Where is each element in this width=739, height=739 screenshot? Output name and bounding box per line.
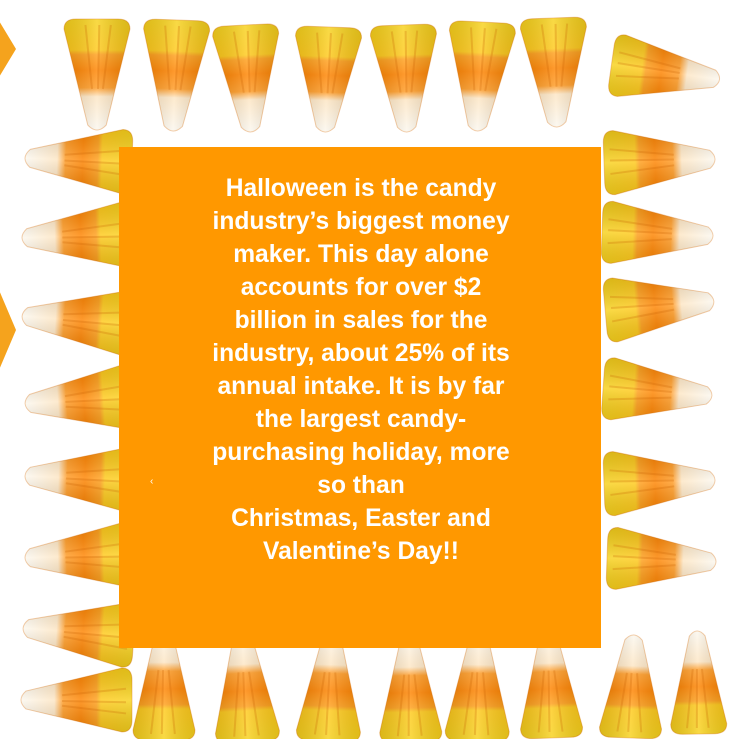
candy-corn-icon (602, 451, 716, 517)
candy-corn-icon (132, 628, 196, 739)
candy-corn-icon (63, 18, 131, 131)
candy-corn-icon (24, 129, 134, 195)
candy-corn-icon (670, 630, 728, 735)
stray-mark: ‹ (150, 476, 154, 487)
candy-corn-icon (602, 130, 716, 196)
message-text: Halloween is the candy industry’s bigges… (212, 175, 510, 565)
candy-corn-icon (608, 34, 720, 97)
candy-corn-icon (212, 23, 280, 133)
candy-corn-icon (599, 634, 663, 739)
candy-corn-icon (20, 667, 133, 733)
candy-corn-icon (24, 447, 138, 513)
candy-corn-icon (295, 631, 361, 739)
candy-corn-icon (21, 201, 133, 267)
candy-corn-icon (448, 20, 516, 132)
candy-corn-icon (520, 630, 584, 739)
candy-corn-icon (369, 23, 437, 133)
candy-corn-icon (295, 25, 362, 133)
candy-corn-icon (602, 277, 715, 343)
candy-corn-icon (519, 16, 587, 128)
candy-corn-icon (214, 630, 280, 739)
candy-corn-icon (22, 602, 136, 668)
candy-corn-icon (600, 200, 714, 264)
candy-corn-icon (24, 521, 136, 587)
candy-corn-icon (143, 18, 211, 132)
candy-corn-icon (21, 290, 135, 356)
candy-corn-icon (601, 357, 713, 421)
candy-corn-icon (24, 364, 136, 430)
candy-corn-icon (605, 526, 717, 590)
candy-corn-icon (379, 634, 443, 739)
message-panel (119, 147, 601, 648)
